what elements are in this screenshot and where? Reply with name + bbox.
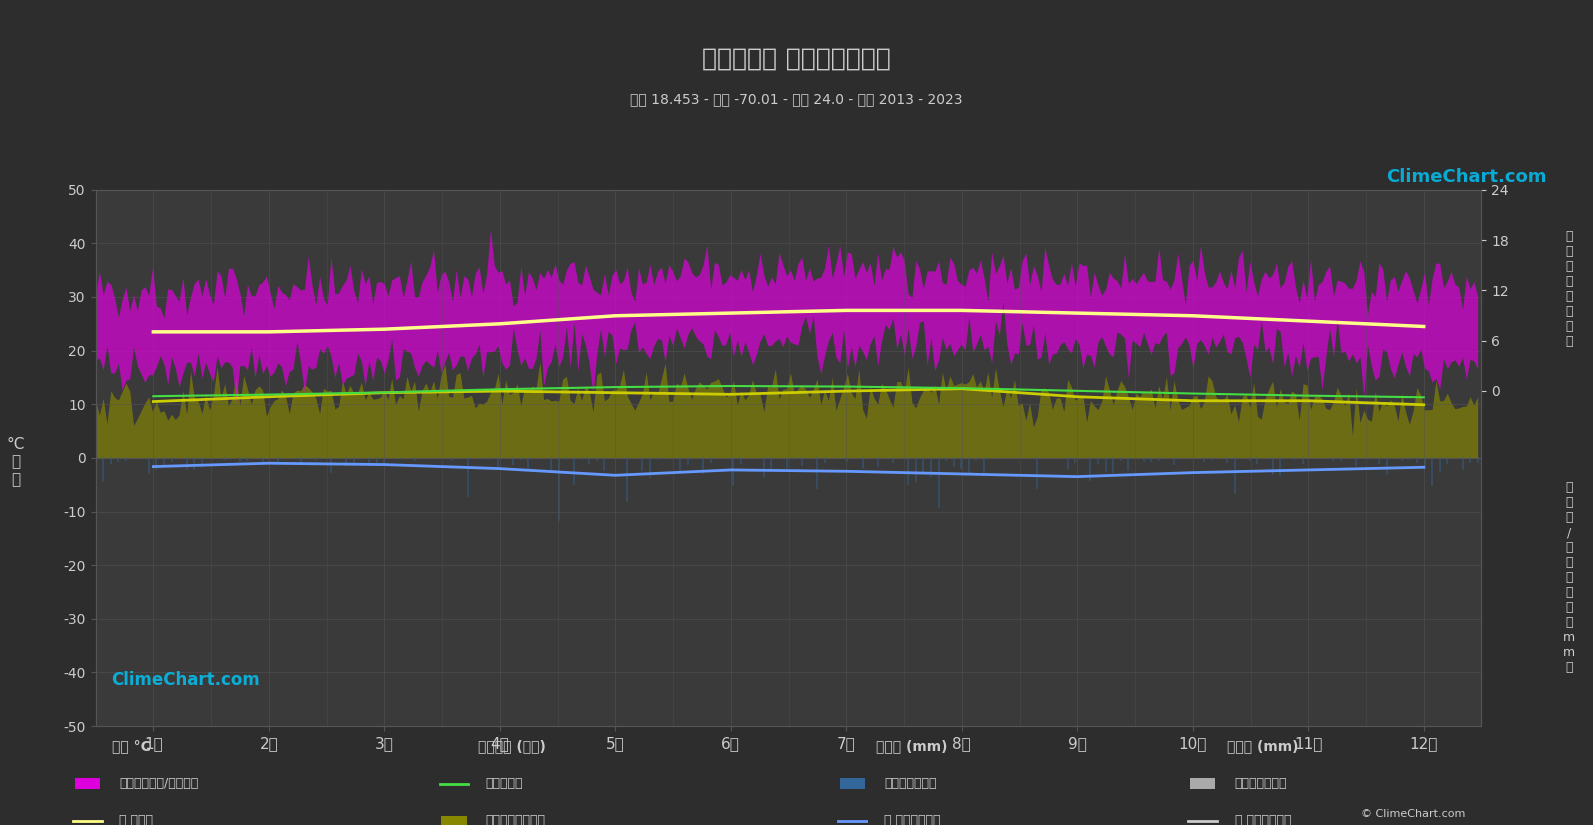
Bar xyxy=(75,779,100,789)
Text: － 月平均降雪量: － 月平均降雪量 xyxy=(1235,814,1290,825)
Text: 緯度 18.453 - 経度 -70.01 - 標高 24.0 - 期間 2013 - 2023: 緯度 18.453 - 経度 -70.01 - 標高 24.0 - 期間 201… xyxy=(631,92,962,106)
Bar xyxy=(441,816,467,825)
Text: ClimeChart.com: ClimeChart.com xyxy=(112,671,260,689)
Text: °C
温
度: °C 温 度 xyxy=(6,437,25,487)
Text: 日
照
時
間
（
時
間
）: 日 照 時 間 （ 時 間 ） xyxy=(1566,229,1572,348)
Text: ClimeChart.com: ClimeChart.com xyxy=(1386,167,1547,186)
Text: 日ごとの降雪量: 日ごとの降雪量 xyxy=(1235,777,1287,790)
Text: 日中の時間: 日中の時間 xyxy=(486,777,524,790)
Text: 日ごとの日照時間: 日ごとの日照時間 xyxy=(486,814,546,825)
Text: 日ごとの最小/最大範囲: 日ごとの最小/最大範囲 xyxy=(119,777,199,790)
Text: 降雪量 (mm): 降雪量 (mm) xyxy=(1227,740,1298,753)
Text: 日照時間 (時間): 日照時間 (時間) xyxy=(478,740,546,753)
Text: － 月平均: － 月平均 xyxy=(119,814,153,825)
Text: 日ごとの降雨量: 日ごとの降雨量 xyxy=(884,777,937,790)
Text: 気温 °C: 気温 °C xyxy=(112,740,150,753)
Text: 降
雨
量
/
最
高
降
雨
量
（
m
m
）: 降 雨 量 / 最 高 降 雨 量 （ m m ） xyxy=(1563,481,1575,674)
Bar xyxy=(1190,779,1215,789)
Text: 気候グラフ サントドミンゴ: 気候グラフ サントドミンゴ xyxy=(703,47,890,71)
Text: 降雨量 (mm): 降雨量 (mm) xyxy=(876,740,948,753)
Text: © ClimeChart.com: © ClimeChart.com xyxy=(1360,808,1466,818)
Bar xyxy=(840,779,865,789)
Text: － 月平均降雨量: － 月平均降雨量 xyxy=(884,814,940,825)
